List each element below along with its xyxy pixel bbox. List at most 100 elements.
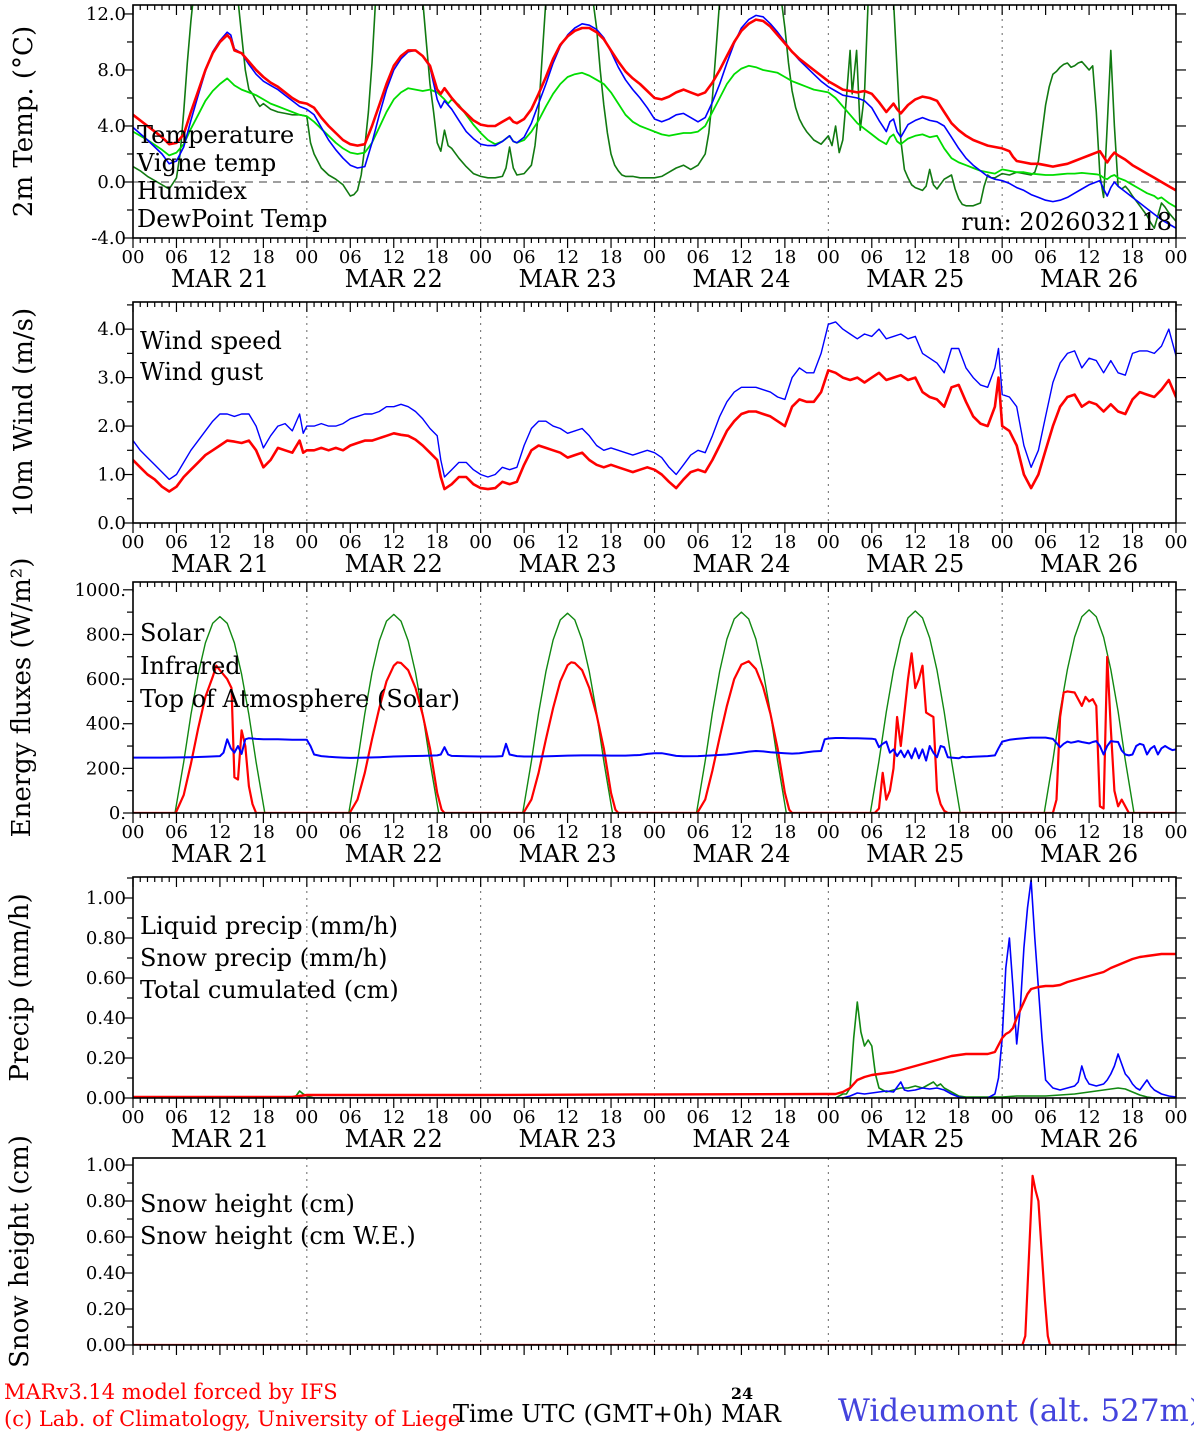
date-label: MAR 23	[519, 265, 617, 293]
hour-label: 18	[1121, 822, 1144, 843]
hour-label: 12	[208, 1107, 231, 1128]
station-label: Wideumont (alt. 527m)	[838, 1393, 1194, 1429]
hour-label: 12	[382, 822, 405, 843]
y-tick-label: -4.0	[91, 228, 126, 249]
date-label: MAR 23	[519, 550, 617, 578]
hour-label: 06	[1034, 532, 1057, 553]
hour-label: 00	[122, 822, 145, 843]
hour-label: 18	[773, 822, 796, 843]
hour-label: 06	[513, 247, 536, 268]
hour-label: 00	[643, 247, 666, 268]
y-tick-label: 1.00	[86, 1155, 126, 1176]
date-label: MAR 24	[692, 550, 790, 578]
hour-label: 18	[1121, 247, 1144, 268]
series-group	[133, 609, 1176, 813]
hour-label: 18	[426, 1107, 449, 1128]
y-tick-label: 3.0	[97, 368, 126, 389]
legend-infrared: Infrared	[140, 652, 241, 680]
y-tick-label: 0.00	[86, 1335, 126, 1356]
hour-label: 00	[991, 532, 1014, 553]
hour-label: 06	[513, 1107, 536, 1128]
credit-line-2: (c) Lab. of Climatology, University of L…	[4, 1407, 460, 1431]
hour-label: 00	[1165, 247, 1188, 268]
hour-label: 06	[339, 1107, 362, 1128]
legend-top-of-atmosphere-solar: Top of Atmosphere (Solar)	[140, 685, 460, 713]
y-tick-label: 4.0	[97, 319, 126, 340]
xaxis-title: Time UTC (GMT+0h)	[453, 1400, 713, 1428]
xaxis-date-month: MAR	[721, 1400, 782, 1428]
hour-label: 06	[860, 247, 883, 268]
hour-label: 12	[208, 822, 231, 843]
series-solar-line	[133, 652, 1176, 813]
hour-label: 06	[687, 822, 710, 843]
hour-label: 00	[991, 1107, 1014, 1128]
series-humidex-line	[133, 14, 1176, 229]
hour-label: 18	[773, 532, 796, 553]
y-tick-label: 12.0	[86, 4, 126, 25]
hour-label: 06	[513, 532, 536, 553]
hour-label: 18	[600, 247, 623, 268]
legend-wind-speed: Wind speed	[140, 327, 282, 355]
legend-wind-gust: Wind gust	[140, 358, 264, 386]
legend-humidex: Humidex	[137, 177, 247, 205]
y-tick-label: 0.0	[97, 513, 126, 534]
y-tick-label: 0.40	[86, 1008, 126, 1029]
hour-label: 00	[122, 532, 145, 553]
date-label: MAR 24	[692, 840, 790, 868]
hour-label: 18	[1121, 532, 1144, 553]
hour-label: 18	[600, 822, 623, 843]
legend-snow-precip-mm-h: Snow precip (mm/h)	[140, 944, 387, 972]
hour-label: 12	[904, 247, 927, 268]
date-label: MAR 24	[692, 1125, 790, 1153]
hour-label: 00	[817, 532, 840, 553]
hour-label: 00	[469, 247, 492, 268]
credit-line-1: MARv3.14 model forced by IFS	[4, 1380, 338, 1404]
legend-total-cumulated-cm: Total cumulated (cm)	[140, 976, 399, 1004]
series-snow-height-line	[133, 1174, 1176, 1345]
panel-precip: 0.00 0.20 0.40 0.60 0.80 1.00 00 06 12 18 00 06 12 18…	[5, 876, 1187, 1153]
hour-label: 12	[382, 247, 405, 268]
hour-label: 12	[730, 822, 753, 843]
hour-label: 00	[817, 1107, 840, 1128]
date-label: MAR 22	[345, 550, 443, 578]
hour-label: 18	[600, 1107, 623, 1128]
y-tick-label: 1000.	[74, 580, 126, 601]
hour-label: 06	[860, 1107, 883, 1128]
y-tick-label: 0.60	[86, 1227, 126, 1248]
hour-label: 06	[860, 532, 883, 553]
hour-label: 18	[947, 247, 970, 268]
hour-label: 12	[208, 247, 231, 268]
y-tick-label: 0.80	[86, 928, 126, 949]
hour-label: 12	[904, 1107, 927, 1128]
hour-label: 18	[252, 532, 275, 553]
date-label: MAR 22	[345, 1125, 443, 1153]
y-axis-title: Energy fluxes (W/m²)	[7, 558, 37, 838]
hour-label: 18	[947, 532, 970, 553]
date-label: MAR 25	[866, 265, 964, 293]
hour-label: 06	[1034, 247, 1057, 268]
series-wind-speed-line	[133, 368, 1176, 493]
date-label: MAR 26	[1040, 840, 1138, 868]
y-tick-label: 1.0	[97, 465, 126, 486]
series-dewpoint-temp-line	[133, 64, 1176, 209]
date-label: MAR 25	[866, 550, 964, 578]
y-axis-title: 10m Wind (m/s)	[9, 308, 39, 517]
date-label: MAR 24	[692, 265, 790, 293]
hour-label: 06	[339, 532, 362, 553]
hour-label: 00	[643, 822, 666, 843]
date-label: MAR 26	[1040, 1125, 1138, 1153]
series-infrared-line	[133, 736, 1176, 762]
y-tick-label: 200.	[86, 758, 126, 779]
y-tick-label: 800.	[86, 624, 126, 645]
run-label: run: 2026032118	[961, 208, 1172, 236]
hour-label: 18	[426, 247, 449, 268]
date-label: MAR 21	[171, 1125, 269, 1153]
overlay-texts: run: 2026032118 MARv3.14 model forced by…	[4, 208, 1194, 1431]
series-group	[133, 1174, 1176, 1345]
hour-label: 06	[513, 822, 536, 843]
panel-2m-temp: -4.0 0.0 4.0 8.0 12.0 00 06 12 18 00 06 12 18 00 06 12 1…	[9, 4, 1188, 293]
y-tick-label: 0.80	[86, 1191, 126, 1212]
hour-label: 18	[426, 822, 449, 843]
hour-label: 12	[1078, 1107, 1101, 1128]
